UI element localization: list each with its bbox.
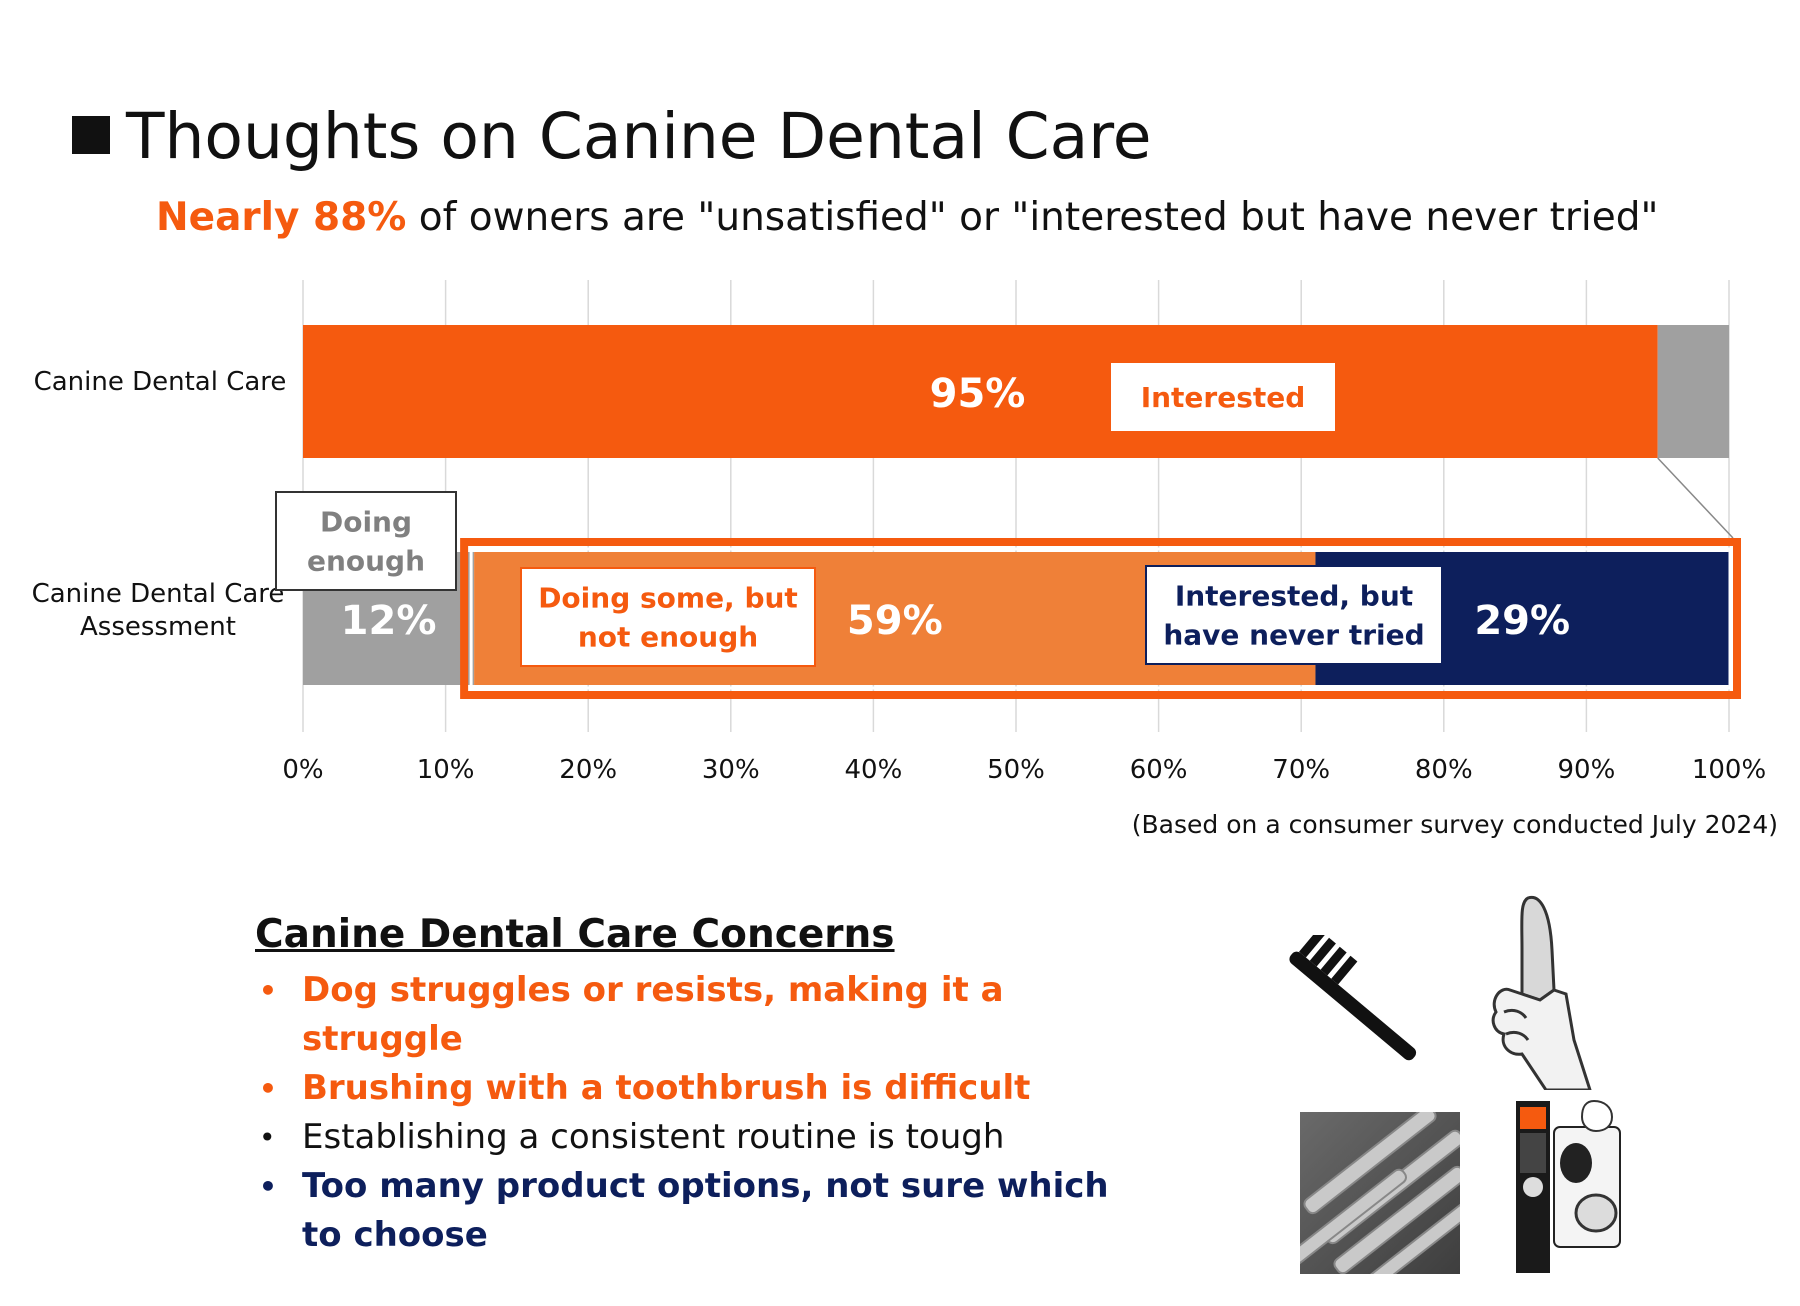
connector-line: [1657, 457, 1734, 539]
data-label: 59%: [847, 598, 943, 644]
concern-text: Establishing a consistent routine is tou…: [302, 1117, 1005, 1157]
x-tick-label: 20%: [559, 755, 617, 785]
toothbrush-icon: [1289, 935, 1417, 1061]
callout-box: [275, 491, 457, 591]
concern-text: Dog struggles or resists, making it a st…: [302, 970, 1004, 1059]
title-text: Thoughts on Canine Dental Care: [126, 100, 1152, 173]
x-tick-label: 30%: [702, 755, 760, 785]
callout-label: have never tried: [1163, 619, 1424, 652]
callout-label: Doing: [320, 506, 412, 539]
concerns-panel: Canine Dental Care Concerns • Dog struggl…: [255, 910, 1155, 1260]
x-tick-label: 50%: [987, 755, 1045, 785]
subtitle-rest: of owners are "unsatisfied" or "interest…: [406, 195, 1659, 240]
callout-box: [520, 567, 816, 667]
callout-label: not enough: [578, 621, 758, 654]
finger-wrap-icon: [1491, 895, 1592, 1090]
concerns-list: • Dog struggles or resists, making it a s…: [255, 966, 1155, 1260]
x-tick-label: 90%: [1558, 755, 1616, 785]
bullet-icon: •: [259, 1072, 277, 1105]
concern-item: • Dog struggles or resists, making it a s…: [255, 966, 1155, 1064]
data-label: 95%: [930, 371, 1026, 417]
data-label: 29%: [1474, 598, 1570, 644]
bullet-icon: •: [259, 974, 277, 1007]
title-square-icon: [72, 116, 110, 154]
concern-text: Too many product options, not sure which…: [302, 1166, 1109, 1255]
category-label: Canine Dental Care: [34, 367, 287, 397]
data-label: 12%: [341, 598, 437, 644]
concern-text: Brushing with a toothbrush is difficult: [302, 1068, 1031, 1108]
callout-box: [1111, 363, 1335, 431]
stacked-bar-chart: 0% 10% 20% 30% 40% 50% 60% 70% 80% 90% 100% Canine …: [32, 280, 1766, 785]
x-tick-label: 80%: [1415, 755, 1473, 785]
x-tick-label: 40%: [845, 755, 903, 785]
highlight-frame-inner: [469, 547, 1732, 690]
subtitle-highlight: Nearly 88%: [156, 195, 407, 240]
survey-note: (Based on a consumer survey conducted Ju…: [1131, 810, 1778, 839]
x-tick-label: 10%: [417, 755, 475, 785]
concerns-heading: Canine Dental Care Concerns: [255, 912, 895, 957]
bullet-icon: •: [259, 1170, 277, 1203]
highlight-frame: [460, 538, 1741, 699]
concern-item: • Establishing a consistent routine is to…: [255, 1113, 1155, 1162]
dental-chews-photo: [1300, 1112, 1460, 1274]
callout-label: Interested: [1141, 381, 1306, 414]
x-tick-label: 100%: [1692, 755, 1766, 785]
concern-item: • Brushing with a toothbrush is difficult: [255, 1064, 1155, 1113]
callout-label: enough: [307, 545, 425, 578]
bar-segment: [1657, 325, 1729, 458]
dental-product-package-photo: [1516, 1099, 1621, 1273]
page-title: Thoughts on Canine Dental Care: [72, 96, 1152, 178]
callout-label: Interested, but: [1175, 580, 1413, 613]
category-label: Assessment: [80, 612, 236, 642]
bullet-icon: •: [259, 1121, 276, 1154]
x-tick-label: 60%: [1130, 755, 1188, 785]
category-label: Canine Dental Care: [32, 579, 285, 609]
x-tick-label: 0%: [282, 755, 323, 785]
callout-label: Doing some, but: [538, 582, 798, 615]
callout-box: [1145, 565, 1443, 665]
bar-segment: [303, 325, 1658, 458]
concern-item: • Too many product options, not sure whic…: [255, 1162, 1155, 1260]
subtitle: Nearly 88% of owners are "unsatisfied" o…: [156, 192, 1658, 244]
x-tick-label: 70%: [1272, 755, 1330, 785]
